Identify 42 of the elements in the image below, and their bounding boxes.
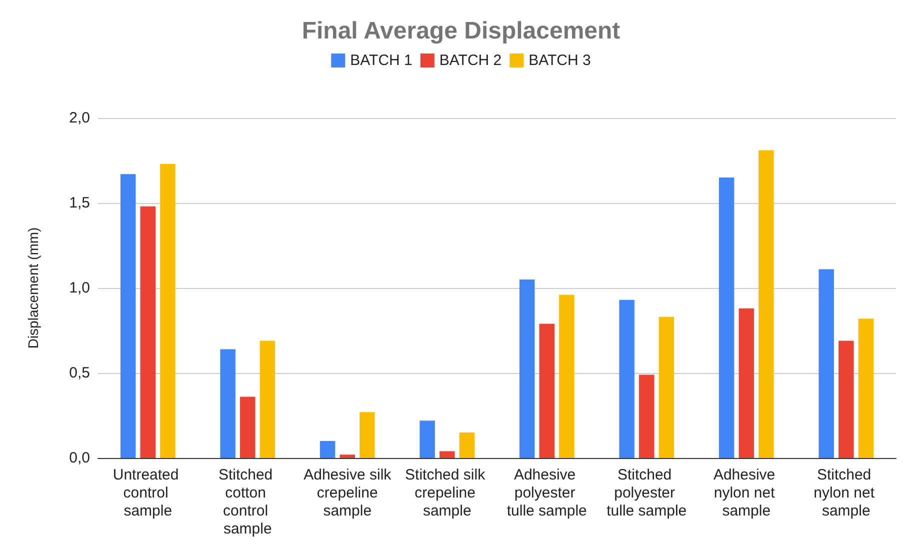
x-tick-label: Untreated control sample bbox=[112, 466, 183, 520]
x-tick-label: Stitched nylon net sample bbox=[814, 466, 879, 520]
chart-title: Final Average Displacement bbox=[302, 18, 620, 44]
y-tick-label: 1,5 bbox=[69, 194, 90, 212]
x-tick-label: Adhesive nylon net sample bbox=[713, 466, 780, 520]
bar bbox=[260, 340, 276, 458]
x-tick-label: Stitched cotton control sample bbox=[218, 466, 277, 538]
bar bbox=[160, 164, 176, 458]
y-tick-label: 0,5 bbox=[69, 364, 90, 382]
x-tick-label: Stitched polyester tulle sample bbox=[606, 466, 687, 520]
bar bbox=[340, 454, 355, 458]
bar bbox=[838, 340, 854, 458]
bar bbox=[818, 269, 834, 458]
x-tick-label: Adhesive silk crepeline sample bbox=[304, 466, 392, 520]
x-tick-label: Stitched silk crepeline sample bbox=[405, 466, 490, 520]
bar bbox=[718, 178, 734, 458]
y-tick-label: 1,0 bbox=[69, 280, 90, 296]
bar bbox=[240, 396, 256, 458]
bar bbox=[459, 432, 475, 458]
bar bbox=[858, 318, 874, 458]
bar bbox=[619, 300, 634, 458]
y-tick-label: 0,0 bbox=[69, 450, 90, 466]
y-tick-label: 2,0 bbox=[69, 110, 90, 126]
bar bbox=[320, 441, 336, 458]
bar bbox=[420, 420, 435, 458]
bar bbox=[539, 324, 554, 458]
y-axis-title: Displacement (mm) bbox=[25, 227, 41, 349]
legend-label: BATCH 3 bbox=[528, 52, 591, 69]
bar bbox=[140, 206, 156, 458]
bar bbox=[738, 308, 754, 458]
bar bbox=[120, 174, 136, 458]
bar bbox=[360, 412, 375, 458]
bar bbox=[440, 451, 455, 458]
bar bbox=[559, 294, 574, 458]
legend-label: BATCH 1 bbox=[350, 52, 412, 69]
x-tick-label: Adhesive polyester tulle sample bbox=[506, 466, 587, 520]
bar bbox=[758, 150, 774, 458]
bar bbox=[220, 349, 236, 458]
bar bbox=[658, 316, 674, 458]
bar bbox=[519, 280, 535, 458]
bar bbox=[639, 374, 654, 458]
legend-label: BATCH 2 bbox=[439, 52, 502, 69]
